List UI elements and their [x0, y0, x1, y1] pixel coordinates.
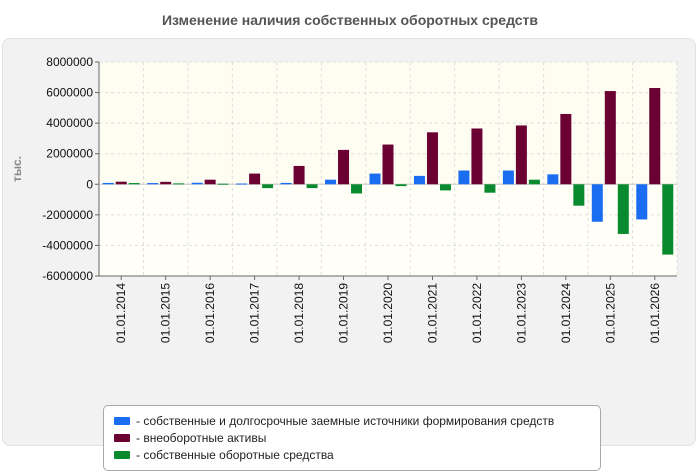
bar	[262, 184, 274, 189]
x-tick-label: 01.01.2016	[203, 283, 217, 343]
bar	[147, 183, 159, 185]
bar	[649, 87, 661, 185]
bar	[338, 149, 350, 185]
legend: - собственные и долгосрочные заемные ист…	[103, 405, 601, 471]
legend-item-sources: - собственные и долгосрочные заемные ист…	[114, 412, 600, 429]
bar	[204, 179, 216, 185]
bar	[173, 183, 185, 185]
chart-title: Изменение наличия собственных оборотных …	[161, 12, 539, 28]
y-tick-label: 2000000	[46, 147, 93, 161]
bar	[413, 175, 425, 185]
bar	[306, 184, 318, 189]
bar	[102, 182, 114, 185]
x-tick-label: 01.01.2018	[292, 283, 306, 343]
bar	[604, 91, 616, 185]
bar	[560, 113, 572, 185]
bar	[128, 183, 140, 185]
bar	[636, 184, 648, 220]
legend-label-sources: - собственные и долгосрочные заемные ист…	[136, 413, 555, 428]
bar	[502, 170, 514, 185]
bar	[471, 128, 483, 185]
x-tick-label: 01.01.2025	[603, 283, 617, 343]
bar	[382, 144, 394, 185]
x-tick-label: 01.01.2020	[381, 283, 395, 343]
bar	[369, 173, 381, 185]
y-tick-label: -6000000	[42, 269, 93, 283]
y-tick-label: 6000000	[46, 86, 93, 100]
y-tick-label: -4000000	[42, 238, 93, 252]
x-tick-label: 01.01.2026	[648, 283, 662, 343]
x-tick-label: 01.01.2017	[248, 283, 262, 343]
bar	[458, 170, 470, 185]
y-tick-label: 4000000	[46, 116, 93, 130]
bar	[236, 183, 248, 185]
bar	[395, 184, 407, 187]
x-tick-label: 01.01.2015	[159, 283, 173, 343]
bar	[484, 184, 496, 193]
x-tick-label: 01.01.2014	[114, 283, 128, 343]
bar	[160, 181, 172, 185]
bar	[528, 179, 540, 185]
bar	[191, 182, 203, 185]
x-tick-label: 01.01.2024	[559, 283, 573, 343]
bar	[591, 184, 603, 222]
bar	[573, 184, 585, 206]
x-tick-label: 01.01.2022	[470, 283, 484, 343]
y-tick-label: 8000000	[46, 55, 93, 69]
bar	[547, 174, 559, 185]
bar	[662, 184, 674, 255]
legend-label-noncurrent-assets: - внеоборотные активы	[136, 430, 267, 445]
bar	[439, 184, 451, 191]
plot-area: 8000000 6000000 4000000 2000000 0 -2000000 -40…	[10, 55, 678, 343]
bar	[426, 132, 438, 185]
bar	[280, 182, 292, 185]
y-axis-label: тыс.	[10, 156, 24, 182]
y-tick-label: -2000000	[42, 208, 93, 222]
x-tick-label: 01.01.2023	[514, 283, 528, 343]
y-tick-label: 0	[86, 177, 93, 191]
bar	[351, 184, 363, 194]
legend-swatch-noncurrent-assets	[114, 433, 130, 442]
bar	[293, 165, 305, 185]
bar	[617, 184, 629, 234]
x-tick-label: 01.01.2021	[425, 283, 439, 343]
chart-panel: 8000000 6000000 4000000 2000000 0 -2000000 -40…	[2, 38, 696, 471]
x-tick-label: 01.01.2019	[337, 283, 351, 343]
bar	[115, 181, 127, 185]
legend-swatch-sources	[114, 416, 130, 425]
bar	[217, 183, 229, 185]
legend-item-working-capital: - собственные оборотные средства	[114, 446, 600, 463]
bar	[325, 179, 337, 185]
bar	[249, 173, 261, 185]
bar	[515, 125, 527, 185]
legend-swatch-working-capital	[114, 450, 130, 459]
legend-item-noncurrent-assets: - внеоборотные активы	[114, 429, 600, 446]
